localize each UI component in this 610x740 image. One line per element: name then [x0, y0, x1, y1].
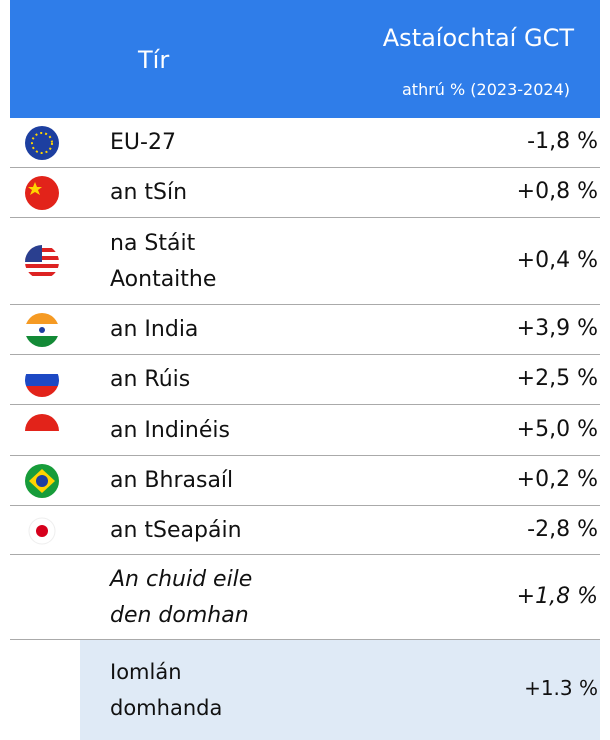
flag-icon [28, 517, 56, 544]
name-line: den domhan [110, 602, 249, 628]
name-line: EU-27 [110, 130, 176, 155]
table-row: an tSeapáin -2,8 % [10, 506, 600, 555]
value: +5,0 % [516, 416, 598, 442]
table-row: An chuid eile den domhan +1,8 % [10, 555, 600, 640]
value: +1.3 % [524, 676, 598, 700]
country-name: an Rúis [110, 362, 190, 398]
country-name: an Bhrasaíl [110, 463, 233, 499]
header-metric: Astaíochtaí GCT [382, 24, 574, 52]
country-name: Iomlán domhanda [110, 654, 222, 726]
header-country: Tír [138, 46, 170, 74]
table-row: an tSín +0,8 % [10, 168, 600, 218]
flag-icon [25, 244, 59, 279]
value: -1,8 % [527, 129, 598, 154]
name-line: an Rúis [110, 367, 191, 392]
flag-icon [25, 363, 59, 397]
name-line: An chuid eile [110, 566, 253, 592]
country-name: an Indinéis [110, 413, 230, 449]
table-row: an Bhrasaíl +0,2 % [10, 456, 600, 506]
header: Tír Astaíochtaí GCT athrú % (2023-2024) [10, 0, 600, 118]
value: +1,8 % [516, 583, 598, 609]
name-line: an tSeapáin [110, 517, 242, 543]
flag-icon [25, 464, 59, 498]
country-name: na Stáit Aontaithe [110, 226, 216, 298]
value: +0,2 % [516, 467, 598, 492]
table-row: an Indinéis +5,0 % [10, 405, 600, 456]
table-row: na Stáit Aontaithe +0,4 % [10, 218, 600, 305]
value: +0,8 % [516, 179, 598, 204]
value: +2,5 % [516, 366, 598, 391]
country-name: an tSeapáin [110, 513, 242, 549]
name-line: an tSín [110, 180, 188, 205]
table-row: an India +3,9 % [10, 305, 600, 355]
name-line: an Indinéis [110, 417, 230, 443]
name-line: an Bhrasaíl [110, 468, 234, 493]
country-name: an India [110, 312, 198, 348]
name-line: an India [110, 317, 199, 342]
table-row: EU-27 -1,8 % [10, 118, 600, 168]
value: +3,9 % [516, 316, 598, 341]
country-name: EU-27 [110, 125, 176, 161]
table-row: Iomlán domhanda +1.3 % [80, 640, 600, 740]
value: +0,4 % [516, 247, 598, 273]
table-row: an Rúis +2,5 % [10, 355, 600, 405]
name-line: domhanda [110, 696, 223, 720]
name-line: Iomlán [110, 660, 182, 684]
flag-icon [25, 413, 59, 448]
flag-icon [25, 176, 59, 210]
flag-icon [25, 126, 59, 160]
flag-icon [25, 313, 59, 347]
country-name: An chuid eile den domhan [110, 562, 252, 634]
country-name: an tSín [110, 175, 187, 211]
name-line: Aontaithe [110, 266, 217, 292]
value: -2,8 % [527, 516, 598, 542]
header-subtitle: athrú % (2023-2024) [401, 80, 570, 99]
name-line: na Stáit [110, 230, 196, 256]
